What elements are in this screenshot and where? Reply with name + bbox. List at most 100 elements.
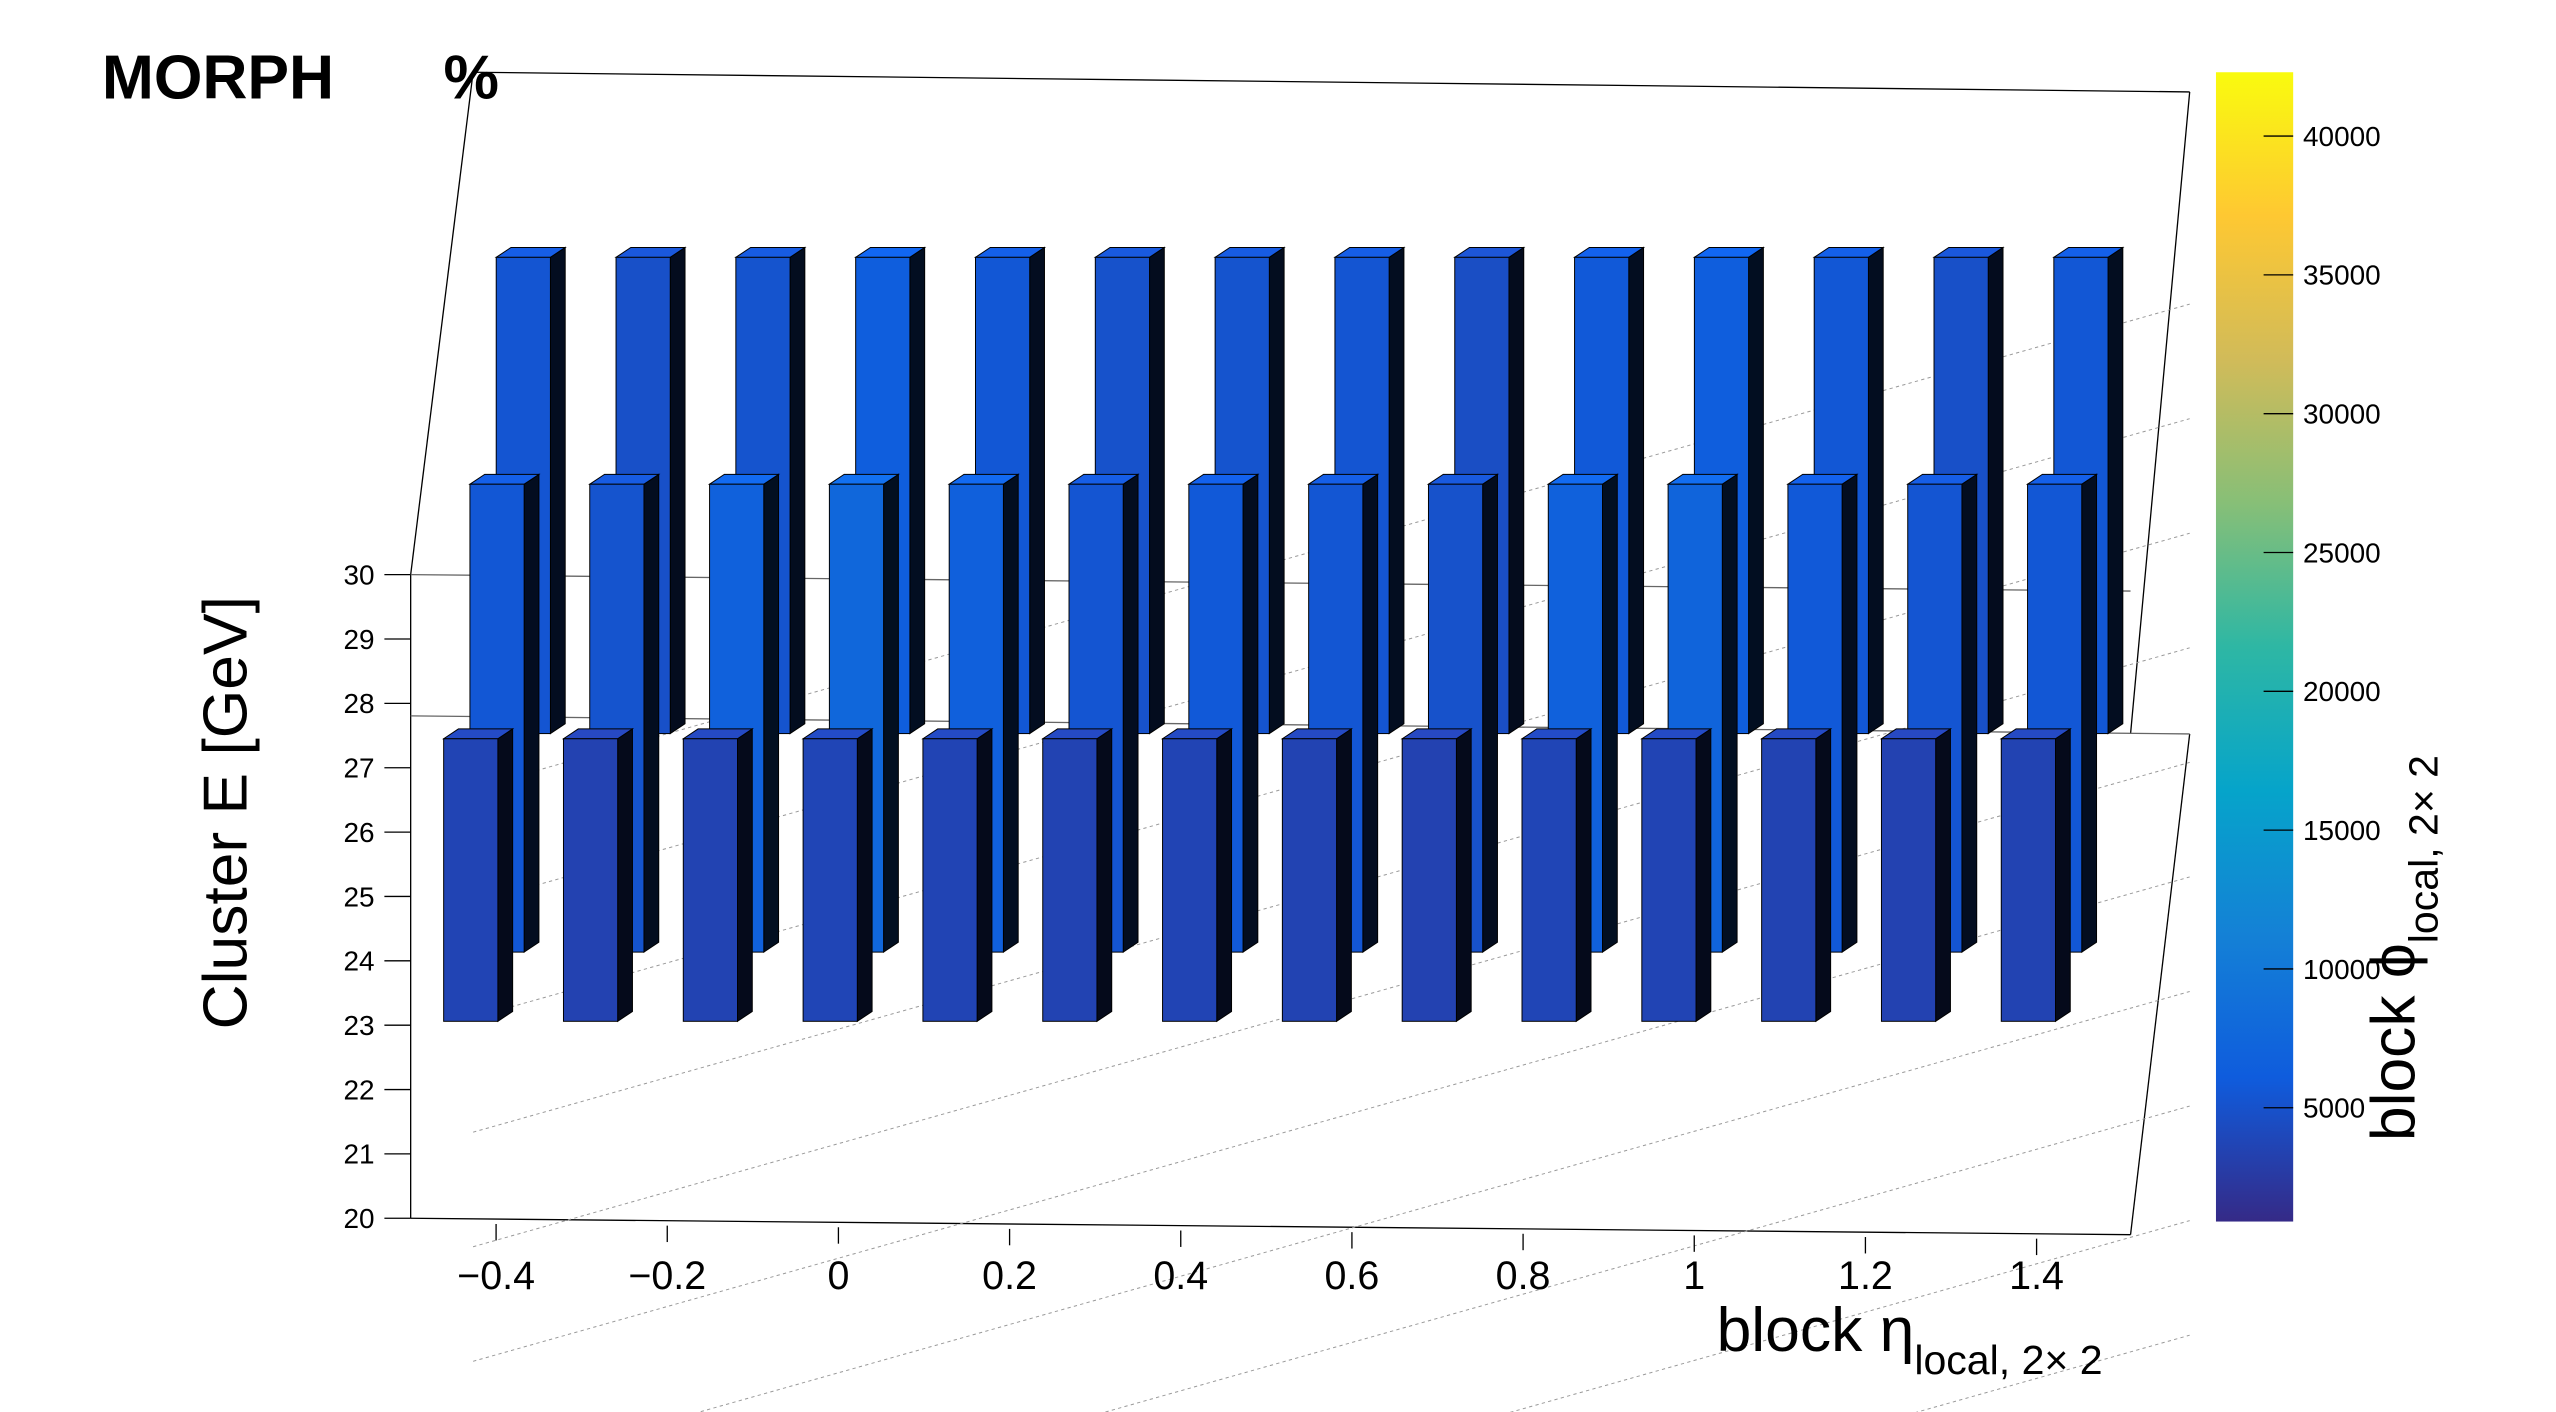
box-side: [1961, 473, 1978, 954]
z-tick-label: 21: [343, 1139, 374, 1170]
x-tick-label: 0: [827, 1254, 849, 1298]
z-tick-label: 22: [343, 1074, 374, 1105]
colorbar-tick-label: 20000: [2303, 676, 2381, 707]
colorbar-tick-label: 35000: [2303, 260, 2381, 291]
lego-box: [1041, 728, 1114, 1023]
box-side: [1482, 473, 1498, 954]
box-front: [1880, 738, 1937, 1022]
lego-box: [1520, 728, 1593, 1023]
z-tick-label: 20: [343, 1203, 374, 1234]
z-tick-label: 26: [343, 817, 374, 848]
box-side: [1841, 473, 1858, 954]
grid-line: [1103, 1105, 2190, 1412]
box-side: [1388, 246, 1405, 735]
box-front: [1641, 738, 1697, 1022]
box-front: [1521, 738, 1577, 1022]
x-tick-label: 0.6: [1325, 1254, 1380, 1298]
colorbar: [2215, 72, 2294, 1222]
box-side: [1575, 728, 1592, 1023]
z-tick-label: 24: [343, 946, 374, 977]
box-side: [1216, 728, 1233, 1023]
box-side: [1508, 246, 1525, 735]
box-side: [617, 728, 633, 1023]
z-tick-label: 27: [343, 753, 374, 784]
y-axis-title: block ϕlocal, 2× 2: [2360, 755, 2447, 1141]
grid-line: [697, 991, 2190, 1412]
box-side: [1628, 246, 1645, 735]
lego-box: [1879, 728, 1953, 1023]
lego-box: [561, 728, 635, 1023]
box-side: [1149, 246, 1165, 735]
lego-box: [442, 728, 515, 1023]
box-side: [883, 473, 899, 954]
box-side: [1336, 728, 1352, 1023]
z-axis-title: Cluster E [GeV]: [191, 596, 260, 1029]
x-title-sub: local, 2× 2: [1914, 1337, 2102, 1383]
box-side: [2054, 728, 2071, 1023]
box-side: [523, 473, 540, 954]
box-front: [922, 738, 978, 1022]
box-side: [1935, 728, 1951, 1023]
colorbar-tick-label: 10000: [2303, 954, 2381, 985]
box-side: [1002, 473, 1019, 954]
x-tick-label: 0.4: [1153, 1254, 1208, 1298]
lego-box: [1400, 728, 1473, 1023]
lego-box: [1999, 728, 2072, 1023]
box-side: [1268, 246, 1285, 735]
x-title-main: block η: [1717, 1296, 1915, 1365]
x-axis-title: block ηlocal, 2× 2: [1717, 1296, 2103, 1383]
box-side: [669, 246, 686, 735]
box-side: [763, 473, 780, 954]
box-front: [443, 738, 499, 1022]
x-tick-label: 1: [1683, 1254, 1705, 1298]
x-tick-label: 1.4: [2009, 1254, 2064, 1298]
box-front: [1761, 738, 1817, 1022]
colorbar-tick-label: 25000: [2303, 537, 2381, 568]
x-tick-label: 0.2: [982, 1254, 1037, 1298]
box-side: [976, 728, 993, 1023]
box-side: [1362, 473, 1379, 954]
box-side: [1096, 728, 1113, 1023]
box-front: [802, 738, 858, 1022]
lego-box: [1280, 728, 1353, 1023]
box-side: [549, 246, 566, 735]
lego-box: [1760, 728, 1833, 1023]
box-side: [1602, 473, 1618, 954]
lego-box: [1640, 728, 1713, 1023]
box-side: [856, 728, 873, 1023]
box-side: [1987, 246, 2004, 735]
grid-line: [1509, 1220, 2190, 1412]
box-side: [643, 473, 660, 954]
colorbar-tick-label: 30000: [2303, 399, 2381, 430]
z-tick-label: 29: [343, 624, 374, 655]
title: MORPH: [102, 44, 334, 113]
lego-box: [681, 728, 754, 1023]
box-side: [1122, 473, 1139, 954]
box-front: [1281, 738, 1338, 1022]
colorbar-tick-label: 5000: [2303, 1093, 2365, 1124]
box-side: [1029, 246, 1045, 735]
box-side: [789, 246, 806, 735]
box-side: [1867, 246, 1884, 735]
x-tick-label: −0.2: [628, 1254, 706, 1298]
box-front: [1162, 738, 1218, 1022]
y-title-main: block ϕ: [2360, 943, 2429, 1141]
lego-box: [1160, 728, 1234, 1023]
z-tick-label: 25: [343, 881, 374, 912]
box-side: [737, 728, 753, 1023]
x-tick-label: −0.4: [457, 1254, 535, 1298]
z-tick-label: 23: [343, 1010, 374, 1041]
box-front: [2000, 738, 2056, 1022]
box-front: [562, 738, 619, 1022]
box-side: [909, 246, 926, 735]
box-side: [1721, 473, 1738, 954]
subtitle: %: [444, 44, 499, 113]
z-tick-label: 30: [343, 560, 374, 591]
box-side: [497, 728, 514, 1023]
x-tick-label: 1.2: [1838, 1254, 1893, 1298]
lego-box: [947, 473, 1020, 954]
box-side: [2107, 246, 2124, 735]
box-front: [1042, 738, 1098, 1022]
box-front: [1401, 738, 1457, 1022]
